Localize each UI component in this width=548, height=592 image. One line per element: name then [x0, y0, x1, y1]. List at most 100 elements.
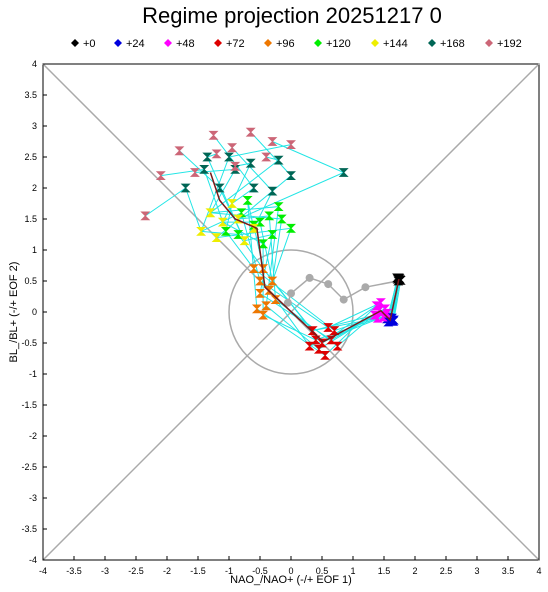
scatter-point — [196, 227, 207, 236]
scatter-point — [267, 137, 278, 146]
scatter-point — [273, 155, 284, 165]
scatter-point — [214, 183, 225, 193]
scatter-point — [217, 217, 228, 227]
scatter-point — [227, 199, 238, 208]
legend-label: +96 — [276, 38, 295, 50]
y-tick-label: -4 — [29, 555, 37, 565]
trajectory-line — [231, 147, 398, 357]
y-tick-label: 2 — [32, 183, 37, 193]
x-tick-label: 3.5 — [502, 566, 515, 576]
grey-track-point — [339, 295, 348, 304]
legend-marker — [371, 39, 379, 47]
x-tick-label: 4 — [536, 566, 541, 576]
scatter-point — [230, 161, 241, 171]
scatter-point — [329, 326, 340, 335]
scatter-point — [174, 146, 185, 156]
legend-marker — [164, 39, 172, 47]
scatter-point — [270, 295, 281, 304]
legend-marker — [71, 39, 79, 47]
y-tick-label: -1 — [29, 369, 37, 379]
scatter-point — [258, 310, 269, 320]
scatter-point — [307, 326, 318, 335]
grey-track — [283, 273, 402, 307]
y-axis-label: BL_/BL+ (-/+ EOF 2) — [8, 262, 20, 363]
legend-marker — [485, 39, 493, 47]
x-tick-label: -3.5 — [66, 566, 82, 576]
trajectory-markers — [140, 127, 406, 360]
legend-label: +192 — [497, 38, 522, 50]
y-tick-label: 0 — [32, 307, 37, 317]
scatter-point — [332, 341, 343, 351]
x-tick-label: 3 — [474, 566, 479, 576]
grey-track-point — [324, 280, 333, 289]
scatter-point — [276, 214, 287, 224]
scatter-point — [320, 351, 331, 360]
scatter-point — [180, 183, 191, 193]
grey-track-point — [287, 289, 295, 298]
x-tick-label: -2 — [163, 566, 171, 576]
y-tick-label: -3 — [29, 493, 37, 503]
scatter-point — [211, 233, 222, 242]
trajectory-lines — [145, 131, 402, 357]
legend: +0 +24 +48 +72 +96 +120 +144 +168 +192 — [71, 38, 522, 50]
scatter-point — [208, 130, 219, 140]
scatter-point — [267, 186, 278, 196]
x-tick-label: 0 — [288, 566, 293, 576]
x-tick-label: -2.5 — [128, 566, 144, 576]
y-tick-label: 1.5 — [24, 214, 37, 224]
legend-marker — [314, 39, 322, 47]
scatter-point — [264, 211, 275, 221]
scatter-point — [255, 289, 265, 298]
x-axis-label: NAO_/NAO+ (-/+ EOF 1) — [230, 574, 352, 586]
y-tick-label: -2 — [29, 431, 37, 441]
x-tick-label: 1.5 — [378, 566, 391, 576]
scatter-point — [245, 127, 256, 137]
grey-track-point — [283, 298, 292, 307]
y-tick-label: -3.5 — [21, 524, 37, 534]
scatter-point — [323, 323, 334, 332]
x-tick-label: -0.5 — [252, 566, 268, 576]
scatter-point — [189, 168, 200, 177]
legend-label: +24 — [126, 38, 145, 50]
x-tick-label: -1.5 — [190, 566, 206, 576]
x-tick-label: 0.5 — [316, 566, 329, 576]
legend-label: +120 — [326, 38, 351, 50]
mean-track-line — [209, 172, 400, 343]
y-tick-label: 2.5 — [24, 152, 37, 162]
legend-marker — [214, 39, 222, 47]
y-tick-label: 0.5 — [24, 276, 37, 286]
reference-circle — [228, 249, 354, 375]
x-tick-label: 1 — [350, 566, 355, 576]
legend-label: +0 — [83, 38, 96, 50]
scatter-point — [258, 239, 269, 249]
x-tick-label: 2.5 — [440, 566, 453, 576]
y-tick-label: -2.5 — [21, 462, 37, 472]
legend-marker — [114, 39, 122, 47]
legend-label: +144 — [383, 38, 408, 50]
scatter-point — [242, 196, 253, 205]
y-tick-label: 3.5 — [24, 90, 37, 100]
scatter-point — [286, 223, 296, 233]
scatter-point — [388, 315, 399, 325]
mean-track — [209, 172, 400, 343]
legend-label: +168 — [440, 38, 465, 50]
scatter-point — [248, 183, 259, 193]
x-tick-label: 2 — [412, 566, 417, 576]
scatter-point — [286, 140, 296, 149]
legend-marker — [264, 39, 272, 47]
scatter-point — [202, 152, 213, 162]
y-tick-label: 1 — [32, 245, 37, 255]
scatter-point — [273, 202, 284, 211]
scatter-point — [255, 276, 265, 286]
scatter-point — [267, 276, 278, 286]
x-tick-label: -3 — [101, 566, 109, 576]
legend-label: +48 — [176, 38, 195, 50]
x-axis-ticks: -4 -3.5 -3 -2.5 -2 -1.5 -1 -0.5 0 0.5 1 1.5 2 2.5 3 3.5… — [39, 556, 542, 576]
y-tick-label: -1.5 — [21, 400, 37, 410]
y-tick-label: 3 — [32, 121, 37, 131]
scatter-point — [199, 165, 210, 174]
x-tick-label: -1 — [225, 566, 233, 576]
legend-marker — [428, 39, 436, 47]
scatter-point — [261, 301, 272, 311]
